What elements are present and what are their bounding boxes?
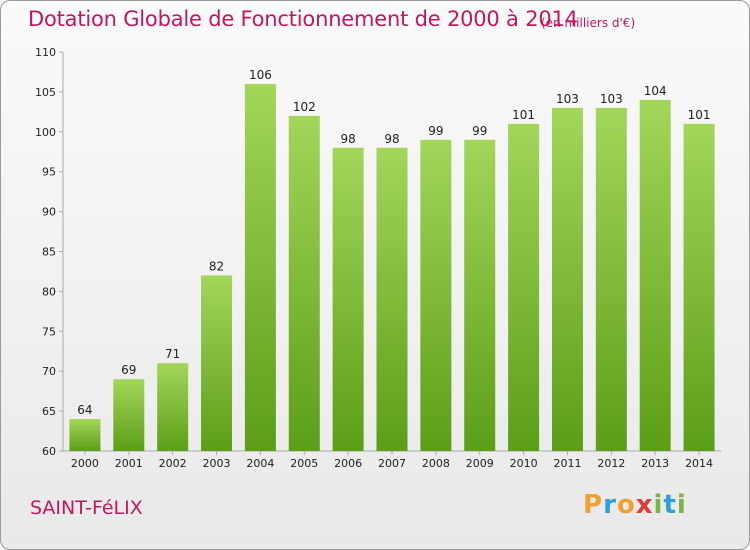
value-label-2010: 101 <box>512 108 535 122</box>
y-tick-label: 75 <box>42 325 56 338</box>
bar-2008 <box>420 139 452 451</box>
bar-2010 <box>508 123 540 451</box>
bar-2004 <box>244 83 276 452</box>
logo-letter: P <box>583 490 604 520</box>
bar-2006 <box>332 147 364 451</box>
value-label-2014: 101 <box>688 108 711 122</box>
value-label-2005: 102 <box>293 100 316 114</box>
x-tick-label-2002: 2002 <box>159 457 187 470</box>
proxiti-logo[interactable]: Proxiti <box>583 490 687 520</box>
value-labels: 64 69 71 82 106 102 98 98 99 99 101 103 103 104 101 <box>77 68 710 417</box>
x-tick-label-2001: 2001 <box>115 457 143 470</box>
logo-letter: i <box>676 490 687 520</box>
unit-note: (en milliers d'€) <box>541 16 636 30</box>
value-label-2009: 99 <box>472 124 487 138</box>
bar-2009 <box>464 139 496 451</box>
x-tick-label-2011: 2011 <box>553 457 581 470</box>
value-label-2001: 69 <box>121 363 136 377</box>
bar-2002 <box>157 363 189 451</box>
y-tick-label: 105 <box>35 86 56 99</box>
logo-letter: i <box>653 490 664 520</box>
x-tick-label-2010: 2010 <box>510 457 538 470</box>
bar-2014 <box>683 123 715 451</box>
x-tick-label-2012: 2012 <box>597 457 625 470</box>
y-tick-label: 85 <box>42 246 56 259</box>
value-label-2012: 103 <box>600 92 623 106</box>
y-tick-label: 65 <box>42 405 56 418</box>
logo-letter: t <box>663 490 677 520</box>
x-tick-label-2003: 2003 <box>203 457 231 470</box>
x-tick-label-2005: 2005 <box>290 457 318 470</box>
logo-letter: x <box>635 490 654 520</box>
bar-2003 <box>201 275 233 451</box>
value-label-2011: 103 <box>556 92 579 106</box>
x-tick-label-2000: 2000 <box>71 457 99 470</box>
x-tick-label-2009: 2009 <box>466 457 494 470</box>
value-label-2008: 99 <box>428 124 443 138</box>
value-label-2007: 98 <box>384 132 399 146</box>
logo-letter: r <box>603 490 617 520</box>
bar-2007 <box>376 147 408 451</box>
x-tick-label-2007: 2007 <box>378 457 406 470</box>
y-tick-label: 90 <box>42 206 56 219</box>
y-tick-label: 60 <box>42 445 56 458</box>
value-label-2013: 104 <box>644 84 667 98</box>
x-tick-label-2008: 2008 <box>422 457 450 470</box>
bar-2001 <box>113 379 145 451</box>
value-label-2004: 106 <box>249 68 272 82</box>
y-tick-label: 70 <box>42 365 56 378</box>
y-tick-label: 110 <box>35 46 56 59</box>
chart-title: Dotation Globale de Fonctionnement de 20… <box>28 7 578 31</box>
bar-2013 <box>639 99 671 451</box>
y-tick-label: 100 <box>35 126 56 139</box>
value-label-2002: 71 <box>165 347 180 361</box>
logo-letter: o <box>616 490 636 520</box>
x-tick-label-2006: 2006 <box>334 457 362 470</box>
y-axis: 60 65 70 75 80 85 90 95 100 105 110 <box>35 46 64 458</box>
value-label-2003: 82 <box>209 259 224 273</box>
value-label-2006: 98 <box>340 132 355 146</box>
x-tick-label-2004: 2004 <box>246 457 274 470</box>
x-tick-label-2014: 2014 <box>685 457 713 470</box>
commune-name: SAINT-FéLIX <box>30 497 143 519</box>
x-axis: 2000 2001 2002 2003 2004 2005 2006 2007 2008 2009… <box>63 450 721 470</box>
bar-2012 <box>595 107 627 452</box>
bars <box>69 83 715 452</box>
bar-2011 <box>551 107 583 452</box>
x-tick-label-2013: 2013 <box>641 457 669 470</box>
y-tick-label: 80 <box>42 285 56 298</box>
bar-2000 <box>69 419 101 451</box>
bar-2005 <box>288 115 320 451</box>
value-label-2000: 64 <box>77 403 92 417</box>
y-tick-label: 95 <box>42 166 56 179</box>
